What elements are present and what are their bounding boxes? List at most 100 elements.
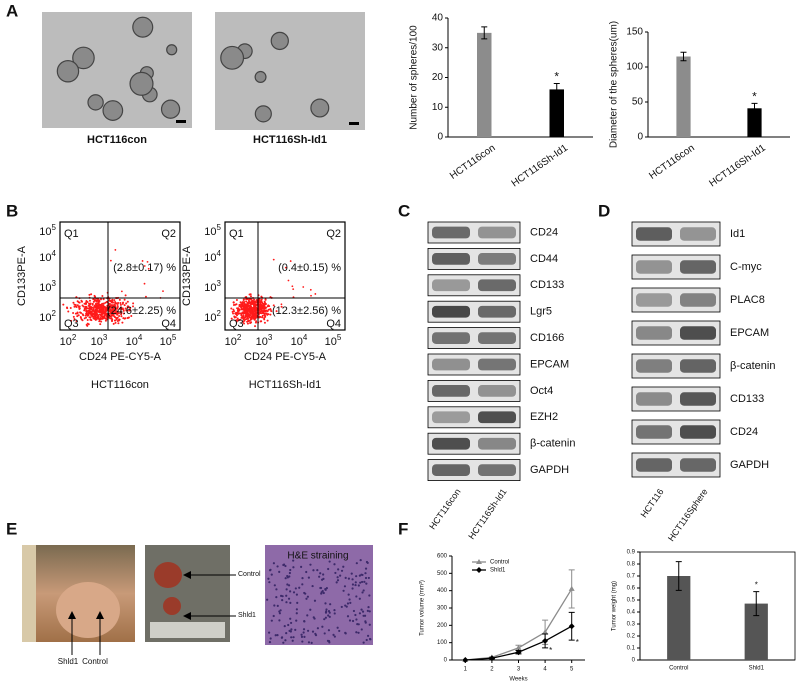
event-dot <box>248 298 251 301</box>
tick-base: 10 <box>39 252 51 264</box>
event-dot <box>254 315 257 318</box>
event-dot <box>85 312 88 315</box>
nucleus <box>333 612 336 615</box>
event-dot <box>232 312 235 315</box>
nucleus <box>332 633 335 636</box>
event-dot <box>267 308 270 311</box>
event-dot <box>255 316 258 319</box>
event-dot <box>97 305 100 308</box>
event-dot <box>85 316 88 319</box>
event-dot <box>263 313 266 316</box>
nucleus <box>295 608 298 611</box>
nucleus <box>364 572 367 575</box>
event-dot <box>84 314 87 317</box>
event-dot <box>280 305 283 308</box>
sphere <box>87 94 104 111</box>
blot-band <box>478 279 516 292</box>
event-dot <box>95 311 98 314</box>
event-dot <box>92 298 95 301</box>
y-tick-label: 0.8 <box>627 562 636 568</box>
nucleus <box>328 641 331 644</box>
nucleus <box>355 595 358 598</box>
nucleus <box>333 635 336 638</box>
nucleus <box>285 588 288 591</box>
event-dot <box>72 312 75 315</box>
y-tick-label: 0.6 <box>627 586 636 592</box>
point-marker <box>515 649 522 656</box>
event-dot <box>275 310 278 313</box>
y-tick-label: 103 <box>204 279 221 294</box>
event-dot <box>101 312 104 315</box>
plot-frame <box>59 221 181 331</box>
nucleus <box>289 601 292 604</box>
nucleus <box>270 573 273 576</box>
event-dot <box>249 316 252 319</box>
nucleus <box>316 569 319 572</box>
event-dot <box>263 300 266 303</box>
nucleus <box>322 591 325 595</box>
nucleus <box>276 634 279 637</box>
event-dot <box>250 308 253 311</box>
x-tick-label: 1 <box>464 667 468 673</box>
tick-base: 10 <box>91 336 103 348</box>
event-dot <box>72 301 75 304</box>
event-dot <box>84 305 87 308</box>
x-tick-label: 105 <box>160 333 177 348</box>
nucleus <box>366 609 369 612</box>
nucleus <box>352 609 356 613</box>
y-tick-label: 105 <box>204 223 221 238</box>
event-dot <box>259 316 262 319</box>
nucleus <box>312 616 315 619</box>
nucleus <box>357 623 360 626</box>
event-dot <box>231 310 234 313</box>
event-dot <box>95 313 98 316</box>
nucleus <box>344 576 347 579</box>
event-dot <box>95 309 98 312</box>
event-dot <box>253 317 256 320</box>
y-tick-label: 0.5 <box>627 598 636 604</box>
protein-label: GAPDH <box>730 459 769 471</box>
nucleus <box>289 568 292 572</box>
nucleus <box>295 619 298 622</box>
tick-exp: 3 <box>52 279 57 288</box>
event-dot <box>261 307 264 310</box>
panel-letter: D <box>598 201 610 220</box>
event-dot <box>251 299 254 302</box>
event-dot <box>247 319 250 322</box>
photo-label: Shld1 <box>58 657 79 666</box>
nucleus <box>326 639 330 642</box>
event-dot <box>254 301 257 304</box>
event-dot <box>77 301 80 304</box>
event-dot <box>126 305 129 308</box>
nucleus <box>365 582 368 585</box>
nucleus <box>365 560 369 564</box>
x-tick-label: 5 <box>570 667 574 673</box>
protein-label: Id1 <box>730 228 745 240</box>
nucleus <box>305 597 308 600</box>
nucleus <box>302 628 306 631</box>
blot-band <box>478 411 516 424</box>
event-dot <box>146 260 149 263</box>
protein-label: Oct4 <box>530 385 553 397</box>
quadrant-percent: (24.6±2.25) % <box>107 305 176 317</box>
y-tick-label: 150 <box>626 27 643 38</box>
nucleus <box>268 569 272 572</box>
blot-band <box>680 458 716 472</box>
blot-band <box>432 464 470 476</box>
event-dot <box>250 306 253 309</box>
quadrant-label: Q2 <box>326 228 341 240</box>
nucleus <box>327 629 331 632</box>
nucleus <box>284 564 287 568</box>
x-tick-label: Shld1 <box>749 666 765 672</box>
event-dot <box>92 306 95 309</box>
event-dot <box>89 302 92 305</box>
x-tick-label: HCT116con <box>448 143 497 182</box>
micrograph-bg <box>215 12 365 130</box>
event-dot <box>143 282 146 285</box>
event-dot <box>246 305 249 308</box>
nucleus <box>285 601 288 604</box>
event-dot <box>236 317 239 320</box>
event-dot <box>249 321 252 324</box>
y-tick-label: 10 <box>432 102 444 113</box>
event-dot <box>249 298 252 301</box>
